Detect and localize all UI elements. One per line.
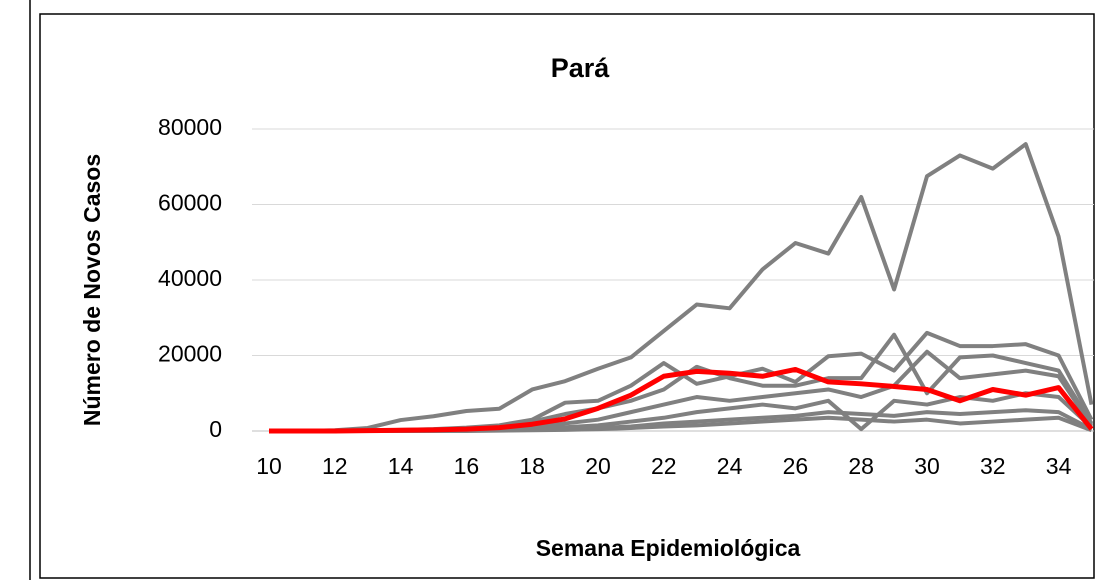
x-tick-label: 22 — [651, 453, 677, 479]
y-tick-label: 80000 — [158, 114, 222, 140]
y-tick-label: 40000 — [158, 265, 222, 291]
x-tick-label: 14 — [388, 453, 414, 479]
x-tick-label: 24 — [717, 453, 743, 479]
chart-frame — [39, 13, 1095, 579]
series-line — [269, 366, 1094, 434]
x-tick-label: 32 — [980, 453, 1006, 479]
x-tick-label: 10 — [256, 453, 282, 479]
x-tick-label: 18 — [519, 453, 545, 479]
x-tick-label: 26 — [783, 453, 809, 479]
y-tick-label: 60000 — [158, 190, 222, 216]
y-tick-label: 0 — [209, 416, 222, 442]
x-tick-label: 20 — [585, 453, 611, 479]
x-axis-label: Semana Epidemiológica — [536, 535, 801, 561]
x-tick-label: 28 — [848, 453, 874, 479]
y-tick-label: 20000 — [158, 341, 222, 367]
x-tick-label: 30 — [914, 453, 940, 479]
x-tick-label: 16 — [454, 453, 480, 479]
series-line — [269, 142, 1094, 433]
chart-title: Pará — [551, 53, 611, 83]
y-axis-label: Número de Novos Casos — [79, 154, 105, 426]
x-tick-label: 34 — [1046, 453, 1072, 479]
x-tick-label: 12 — [322, 453, 348, 479]
